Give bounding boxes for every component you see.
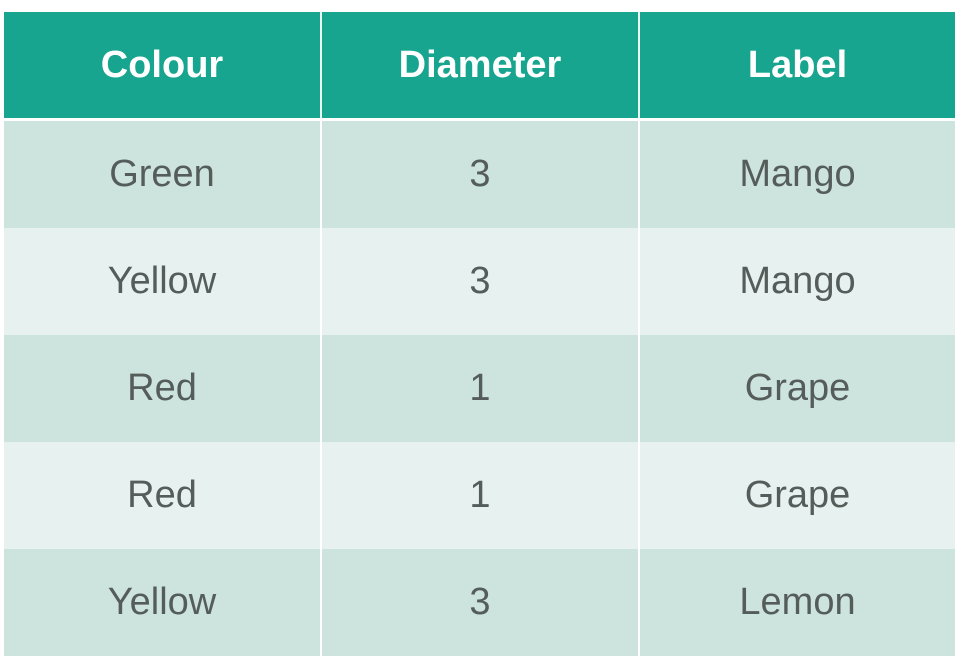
- cell-label: Lemon: [639, 549, 955, 656]
- cell-diameter: 3: [321, 228, 640, 335]
- cell-colour: Red: [4, 335, 322, 442]
- table-header: Colour Diameter Label: [4, 12, 955, 120]
- cell-label: Grape: [639, 442, 955, 549]
- table-row: Green 3 Mango: [4, 119, 955, 228]
- cell-label: Mango: [639, 119, 955, 228]
- cell-colour: Green: [4, 119, 322, 228]
- cell-diameter: 3: [321, 119, 640, 228]
- table-row: Red 1 Grape: [4, 335, 955, 442]
- cell-label: Grape: [639, 335, 955, 442]
- table-container: Colour Diameter Label Green 3 Mango Yell…: [4, 12, 955, 656]
- header-row: Colour Diameter Label: [4, 12, 955, 120]
- column-header-colour: Colour: [4, 12, 322, 120]
- cell-diameter: 1: [321, 335, 640, 442]
- table-row: Red 1 Grape: [4, 442, 955, 549]
- cell-label: Mango: [639, 228, 955, 335]
- fruit-data-table: Colour Diameter Label Green 3 Mango Yell…: [4, 12, 955, 656]
- column-header-diameter: Diameter: [321, 12, 640, 120]
- table-body: Green 3 Mango Yellow 3 Mango Red 1 Grape…: [4, 119, 955, 656]
- column-header-label: Label: [639, 12, 955, 120]
- table-row: Yellow 3 Lemon: [4, 549, 955, 656]
- table-row: Yellow 3 Mango: [4, 228, 955, 335]
- cell-colour: Yellow: [4, 549, 322, 656]
- cell-colour: Red: [4, 442, 322, 549]
- cell-colour: Yellow: [4, 228, 322, 335]
- cell-diameter: 3: [321, 549, 640, 656]
- cell-diameter: 1: [321, 442, 640, 549]
